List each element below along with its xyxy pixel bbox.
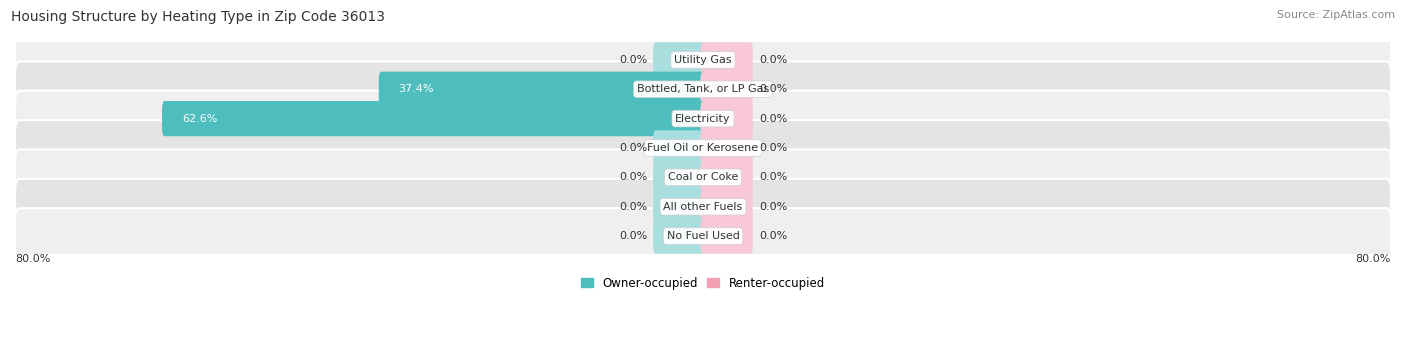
Text: Electricity: Electricity bbox=[675, 114, 731, 124]
Text: 37.4%: 37.4% bbox=[398, 84, 434, 94]
Text: Bottled, Tank, or LP Gas: Bottled, Tank, or LP Gas bbox=[637, 84, 769, 94]
Text: 62.6%: 62.6% bbox=[181, 114, 217, 124]
Text: 0.0%: 0.0% bbox=[759, 55, 787, 65]
Text: Coal or Coke: Coal or Coke bbox=[668, 172, 738, 182]
FancyBboxPatch shape bbox=[654, 130, 706, 166]
Text: 0.0%: 0.0% bbox=[619, 143, 647, 153]
FancyBboxPatch shape bbox=[15, 61, 1391, 117]
FancyBboxPatch shape bbox=[654, 219, 706, 254]
Text: No Fuel Used: No Fuel Used bbox=[666, 231, 740, 241]
Legend: Owner-occupied, Renter-occupied: Owner-occupied, Renter-occupied bbox=[576, 272, 830, 294]
FancyBboxPatch shape bbox=[700, 101, 752, 136]
Text: 0.0%: 0.0% bbox=[619, 55, 647, 65]
FancyBboxPatch shape bbox=[15, 179, 1391, 235]
Text: 0.0%: 0.0% bbox=[759, 84, 787, 94]
FancyBboxPatch shape bbox=[700, 189, 752, 224]
Text: Housing Structure by Heating Type in Zip Code 36013: Housing Structure by Heating Type in Zip… bbox=[11, 10, 385, 24]
FancyBboxPatch shape bbox=[15, 91, 1391, 147]
Text: 0.0%: 0.0% bbox=[619, 172, 647, 182]
FancyBboxPatch shape bbox=[15, 149, 1391, 205]
Text: All other Fuels: All other Fuels bbox=[664, 202, 742, 212]
FancyBboxPatch shape bbox=[162, 101, 706, 136]
FancyBboxPatch shape bbox=[654, 42, 706, 77]
Text: 80.0%: 80.0% bbox=[1355, 254, 1391, 264]
FancyBboxPatch shape bbox=[700, 219, 752, 254]
FancyBboxPatch shape bbox=[378, 72, 706, 107]
FancyBboxPatch shape bbox=[700, 72, 752, 107]
FancyBboxPatch shape bbox=[700, 130, 752, 166]
Text: 0.0%: 0.0% bbox=[759, 143, 787, 153]
FancyBboxPatch shape bbox=[15, 208, 1391, 264]
FancyBboxPatch shape bbox=[654, 160, 706, 195]
Text: 0.0%: 0.0% bbox=[619, 231, 647, 241]
FancyBboxPatch shape bbox=[700, 160, 752, 195]
FancyBboxPatch shape bbox=[654, 189, 706, 224]
FancyBboxPatch shape bbox=[15, 32, 1391, 88]
Text: 0.0%: 0.0% bbox=[759, 172, 787, 182]
Text: 0.0%: 0.0% bbox=[759, 202, 787, 212]
Text: 80.0%: 80.0% bbox=[15, 254, 51, 264]
Text: Utility Gas: Utility Gas bbox=[675, 55, 731, 65]
Text: Source: ZipAtlas.com: Source: ZipAtlas.com bbox=[1277, 10, 1395, 20]
Text: 0.0%: 0.0% bbox=[759, 231, 787, 241]
FancyBboxPatch shape bbox=[700, 42, 752, 77]
Text: 0.0%: 0.0% bbox=[619, 202, 647, 212]
Text: Fuel Oil or Kerosene: Fuel Oil or Kerosene bbox=[647, 143, 759, 153]
Text: 0.0%: 0.0% bbox=[759, 114, 787, 124]
FancyBboxPatch shape bbox=[15, 120, 1391, 176]
